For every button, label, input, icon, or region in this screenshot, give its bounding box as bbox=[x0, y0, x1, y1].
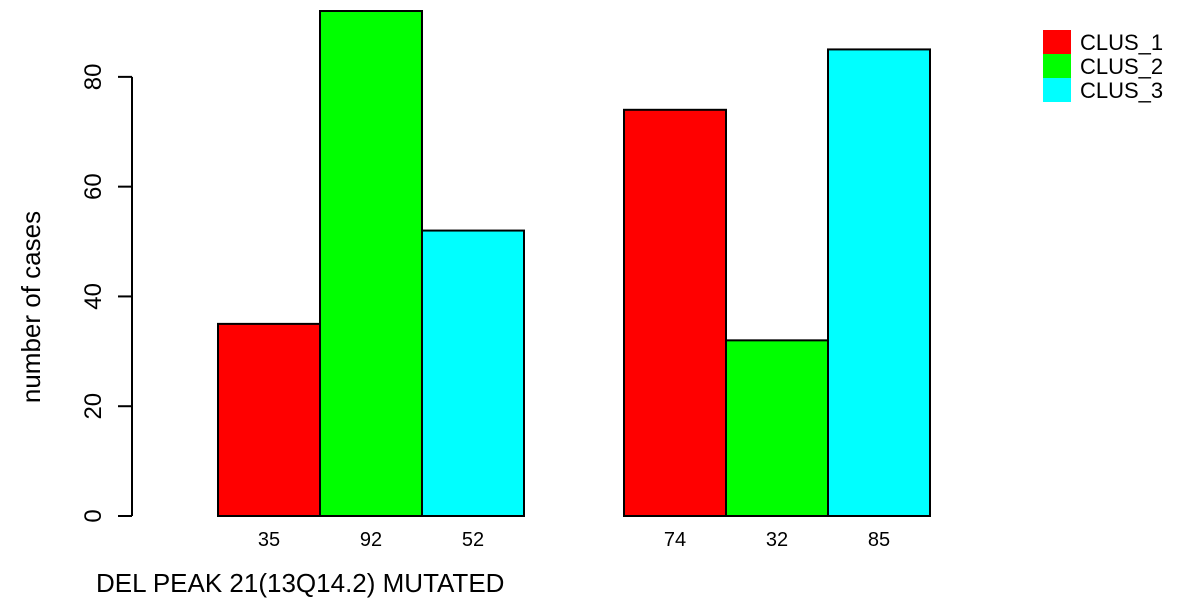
bar-clus_2-group-1 bbox=[319, 10, 423, 517]
bar-labels-group: 35 92 52 74 32 85 bbox=[258, 529, 890, 551]
y-tick-label: 20 bbox=[80, 393, 107, 420]
bar-value-label: 52 bbox=[462, 529, 484, 551]
x-axis-title: DEL PEAK 21(13Q14.2) MUTATED bbox=[96, 568, 504, 598]
y-tick-label: 0 bbox=[80, 509, 107, 522]
bar-value-label: 32 bbox=[766, 529, 788, 551]
y-tick-label: 60 bbox=[80, 173, 107, 200]
legend-label-clus_1: CLUS_1 bbox=[1080, 30, 1163, 55]
bar-value-label: 85 bbox=[868, 529, 890, 551]
legend-swatch-clus_2 bbox=[1043, 54, 1071, 78]
bar-value-label: 35 bbox=[258, 529, 280, 551]
legend-swatch-clus_1 bbox=[1043, 30, 1071, 54]
bar-clus_3-group-1 bbox=[421, 229, 525, 517]
bar-clus_1-group-1 bbox=[217, 322, 321, 517]
y-axis-title: number of cases bbox=[16, 211, 46, 403]
legend-swatch-clus_3 bbox=[1043, 78, 1071, 102]
y-tick-label: 80 bbox=[80, 64, 107, 91]
y-tick-label: 40 bbox=[80, 283, 107, 310]
bar-value-label: 74 bbox=[664, 529, 686, 551]
bar-clus_2-group-2 bbox=[725, 339, 829, 518]
bars-group bbox=[217, 10, 931, 518]
bar-clus_3-group-2 bbox=[827, 48, 931, 517]
bar-clus_1-group-2 bbox=[623, 108, 727, 517]
legend-label-clus_3: CLUS_3 bbox=[1080, 78, 1163, 103]
bar-value-label: 92 bbox=[360, 529, 382, 551]
y-axis: 0 20 40 60 80 bbox=[80, 64, 133, 523]
legend-label-clus_2: CLUS_2 bbox=[1080, 54, 1163, 79]
